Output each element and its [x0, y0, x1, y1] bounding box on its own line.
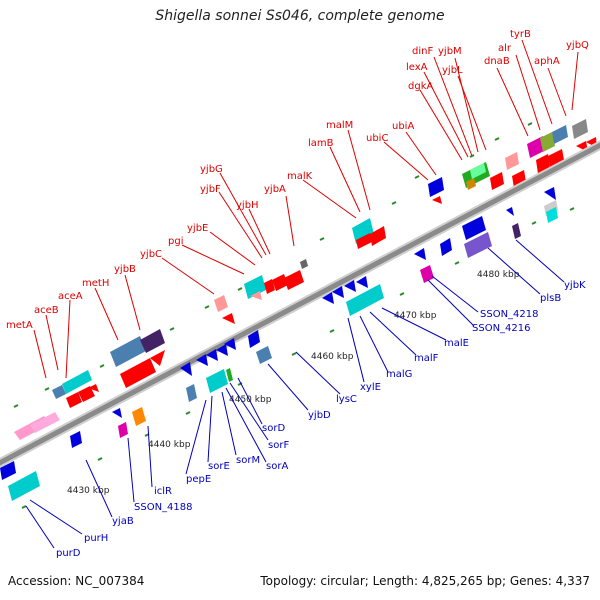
gene-label-bottom: sorA — [266, 461, 288, 472]
gene-label-bottom: lysC — [336, 394, 357, 405]
gene-label-top: yjbH — [236, 200, 259, 211]
gene-label-top: yjbE — [187, 223, 208, 234]
gene-label-top: dnaB — [484, 56, 510, 67]
gene-label-top: lexA — [406, 62, 428, 73]
top-leader-lines — [33, 39, 579, 379]
gene-label-bottom: yjbK — [564, 280, 586, 291]
coordinate-ticks: 4430 kbp 4440 kbp 4450 kbp 4460 kbp 4470… — [67, 270, 520, 496]
gene-label-top: malK — [287, 171, 313, 182]
gene-label-bottom: pepE — [186, 474, 211, 485]
gene-label-top: yjbM — [438, 46, 462, 57]
gene-label-bottom: yjbD — [308, 410, 331, 421]
gene-label-bottom: SSON_4216 — [472, 323, 531, 334]
gene-label-top: metH — [82, 278, 109, 289]
gene-label-bottom: sorM — [236, 455, 260, 466]
gene-label-top: yjbG — [200, 164, 223, 175]
gene-label-top: pgi — [168, 236, 183, 247]
tick-label: 4480 kbp — [477, 270, 520, 280]
gene-label-bottom: malG — [386, 369, 412, 380]
gene-label-bottom: xylE — [360, 382, 381, 393]
gene-label-top: yjbB — [114, 264, 136, 275]
genome-summary: Topology: circular; Length: 4,825,265 bp… — [260, 574, 590, 588]
tick-label: 4460 kbp — [311, 352, 354, 362]
gene-label-bottom: sorF — [268, 440, 289, 451]
gene-label-bottom: sorD — [262, 423, 285, 434]
gene-label-top: ubiC — [366, 133, 388, 144]
accession-text: Accession: NC_007384 — [8, 574, 145, 588]
tick-label: 4440 kbp — [148, 440, 191, 450]
gene-blocks-bottom — [0, 187, 558, 501]
gene-label-top: yjbC — [140, 249, 162, 260]
gene-label-bottom: SSON_4218 — [480, 309, 539, 320]
gene-label-bottom: plsB — [540, 293, 561, 304]
gene-label-top: yjbF — [200, 184, 221, 195]
gene-label-top: yjbL — [442, 65, 463, 76]
gene-label-top: aceB — [34, 305, 59, 316]
top-gene-labels: metA aceB aceA metH yjbB yjbC pgi yjbE y… — [6, 29, 589, 331]
bottom-gene-labels: purD purH yjaB SSON_4188 iclR pepE sorE … — [56, 280, 586, 559]
gene-label-top: yjbA — [264, 184, 286, 195]
gene-label-top: malM — [326, 120, 353, 131]
gene-label-top: lamB — [308, 138, 334, 149]
gene-label-top: dinF — [412, 46, 433, 57]
gene-label-bottom: yjaB — [112, 516, 134, 527]
gene-label-top: tyrB — [510, 29, 531, 40]
gene-label-bottom: purD — [56, 548, 81, 559]
gene-label-bottom: malF — [414, 353, 439, 364]
genome-backbone — [0, 140, 600, 468]
gene-label-top: metA — [6, 320, 33, 331]
gene-label-bottom: malE — [444, 338, 469, 349]
tick-label: 4430 kbp — [67, 486, 110, 496]
tick-label: 4470 kbp — [394, 311, 437, 321]
gene-label-top: yjbQ — [566, 40, 589, 51]
gene-label-top: ubiA — [392, 121, 414, 132]
gene-label-top: alr — [498, 43, 512, 54]
map-title: Shigella sonnei Ss046, complete genome — [155, 8, 445, 24]
gene-label-bottom: sorE — [208, 461, 230, 472]
gene-label-top: aceA — [58, 291, 83, 302]
gene-label-bottom: iclR — [154, 486, 172, 497]
tick-label: 4450 kbp — [229, 395, 272, 405]
bottom-leader-lines — [25, 239, 565, 549]
gene-label-bottom: SSON_4188 — [134, 502, 193, 513]
gene-blocks-top — [14, 119, 597, 440]
gene-label-top: dgkA — [408, 81, 433, 92]
gene-label-top: aphA — [534, 56, 560, 67]
gene-label-bottom: purH — [84, 533, 108, 544]
